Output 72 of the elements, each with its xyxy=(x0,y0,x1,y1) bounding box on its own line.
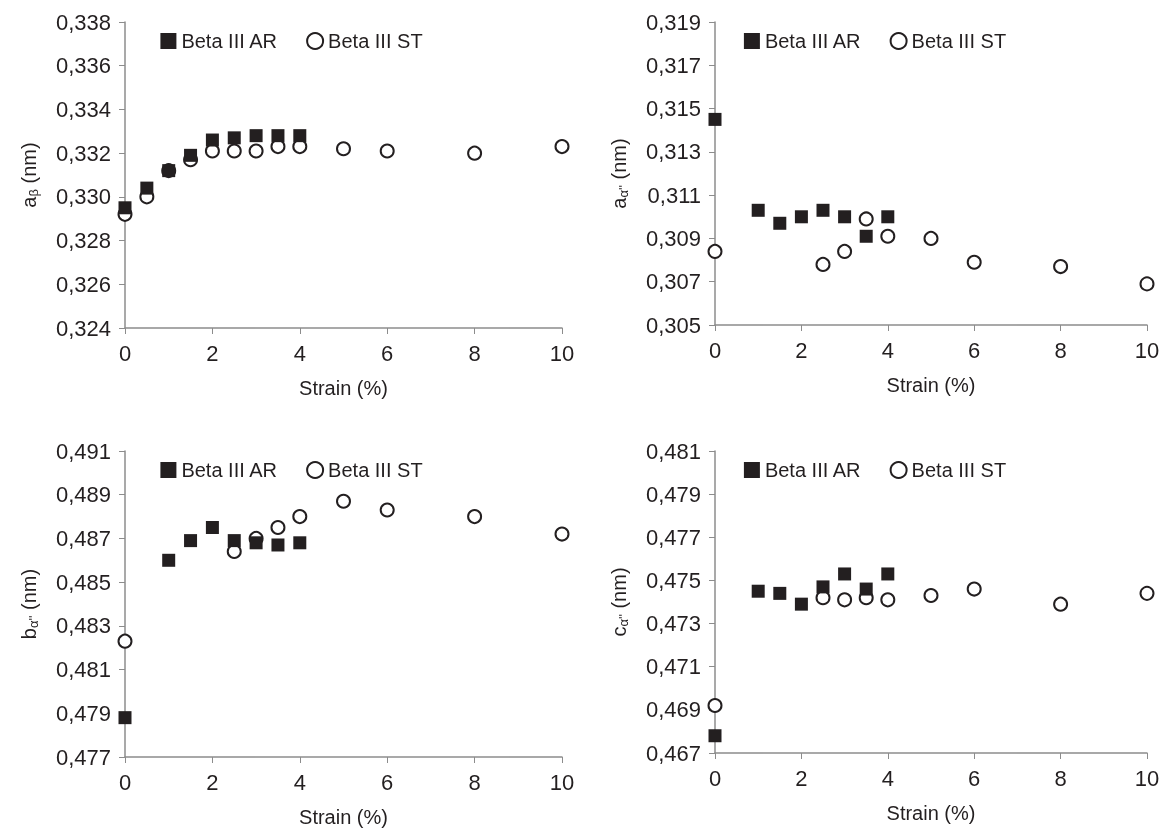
y-tick-label: 0,311 xyxy=(647,182,701,208)
legend-label: Beta III AR xyxy=(181,30,278,52)
x-tick-label: 4 xyxy=(881,337,894,363)
y-tick-label: 0,326 xyxy=(55,271,111,297)
y-tick-label: 0,469 xyxy=(645,697,701,723)
y-tick-label: 0,336 xyxy=(55,53,111,79)
y-tick-label: 0,477 xyxy=(645,524,701,550)
y-tick-label: 0,479 xyxy=(55,700,111,726)
legend-label: Beta III ST xyxy=(911,459,1007,481)
x-tick-label: 8 xyxy=(1054,337,1067,363)
y-tick-label: 0,471 xyxy=(645,654,701,680)
legend-label: Beta III ST xyxy=(911,30,1007,52)
y-tick-label: 0,317 xyxy=(645,52,701,78)
y-tick-label: 0,328 xyxy=(55,228,111,254)
x-tick-label: 2 xyxy=(206,769,219,795)
x-tick-label: 8 xyxy=(1054,765,1067,791)
x-axis-title: Strain (%) xyxy=(886,374,976,396)
y-tick-label: 0,315 xyxy=(645,96,701,122)
x-tick-label: 10 xyxy=(1134,765,1160,791)
y-tick-label: 0,467 xyxy=(645,740,701,766)
x-tick-label: 2 xyxy=(795,765,808,791)
y-tick-label: 0,309 xyxy=(645,225,701,251)
y-tick-label: 0,305 xyxy=(645,312,701,338)
y-tick-label: 0,313 xyxy=(645,139,701,165)
x-tick-label: 10 xyxy=(549,340,575,366)
x-tick-label: 6 xyxy=(968,337,981,363)
y-tick-label: 0,481 xyxy=(55,657,111,683)
y-axis-title: cα'' (nm) xyxy=(607,567,631,637)
legend-label: Beta III AR xyxy=(764,459,861,481)
y-tick-label: 0,338 xyxy=(55,9,111,35)
y-tick-label: 0,319 xyxy=(645,9,701,35)
y-axis-title: bα'' (nm) xyxy=(17,568,41,640)
x-tick-label: 10 xyxy=(1134,337,1160,363)
y-tick-label: 0,330 xyxy=(55,184,111,210)
y-tick-label: 0,491 xyxy=(55,438,111,464)
y-tick-label: 0,485 xyxy=(55,569,111,595)
y-tick-label: 0,324 xyxy=(55,315,111,341)
x-tick-label: 2 xyxy=(206,340,219,366)
x-tick-label: 8 xyxy=(468,340,481,366)
x-tick-label: 0 xyxy=(118,769,132,795)
x-tick-label: 6 xyxy=(381,340,394,366)
x-tick-label: 4 xyxy=(293,769,306,795)
y-tick-label: 0,487 xyxy=(55,525,111,551)
y-tick-label: 0,483 xyxy=(55,613,111,639)
x-tick-label: 6 xyxy=(968,765,981,791)
legend-label: Beta III ST xyxy=(328,30,423,52)
x-axis-title: Strain (%) xyxy=(299,377,388,399)
legend-label: Beta III ST xyxy=(328,459,423,481)
y-tick-label: 0,477 xyxy=(55,744,111,770)
y-tick-label: 0,481 xyxy=(645,438,701,464)
y-tick-label: 0,332 xyxy=(55,140,111,166)
legend-label: Beta III AR xyxy=(181,459,278,481)
x-axis-title: Strain (%) xyxy=(886,802,976,824)
y-tick-label: 0,334 xyxy=(55,96,111,122)
y-tick-label: 0,479 xyxy=(645,481,701,507)
y-tick-label: 0,307 xyxy=(645,269,701,295)
x-tick-label: 6 xyxy=(381,769,394,795)
x-tick-label: 0 xyxy=(708,765,722,791)
x-tick-label: 0 xyxy=(708,337,722,363)
legend-label: Beta III AR xyxy=(764,30,861,52)
y-tick-label: 0,489 xyxy=(55,482,111,508)
x-tick-label: 4 xyxy=(293,340,306,366)
x-tick-label: 8 xyxy=(468,769,481,795)
y-tick-label: 0,473 xyxy=(645,611,701,637)
x-tick-label: 10 xyxy=(549,769,575,795)
x-axis-title: Strain (%) xyxy=(299,806,388,828)
x-tick-label: 0 xyxy=(118,340,132,366)
x-tick-label: 4 xyxy=(881,765,894,791)
y-axis-title: aα'' (nm) xyxy=(607,138,631,209)
y-axis-title: aβ (nm) xyxy=(17,142,41,208)
y-tick-label: 0,475 xyxy=(645,567,701,593)
x-tick-label: 2 xyxy=(795,337,808,363)
